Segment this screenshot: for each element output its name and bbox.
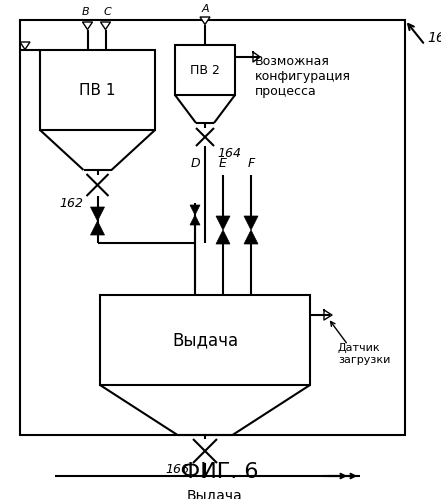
Polygon shape bbox=[90, 221, 105, 235]
Text: Выдача: Выдача bbox=[187, 488, 243, 499]
Text: ПВ 2: ПВ 2 bbox=[190, 63, 220, 76]
Bar bbox=[40, 50, 155, 130]
Polygon shape bbox=[190, 215, 200, 225]
Text: ФИГ. 6: ФИГ. 6 bbox=[181, 462, 259, 482]
Text: 160: 160 bbox=[427, 31, 441, 45]
Polygon shape bbox=[190, 205, 200, 215]
Text: ПВ 1: ПВ 1 bbox=[79, 82, 116, 97]
Text: Датчик
загрузки: Датчик загрузки bbox=[338, 343, 390, 365]
Text: F: F bbox=[247, 157, 254, 170]
Text: E: E bbox=[219, 157, 227, 170]
Text: 166: 166 bbox=[165, 463, 189, 476]
Bar bbox=[100, 295, 310, 385]
Text: A: A bbox=[201, 4, 209, 14]
Bar bbox=[175, 45, 235, 95]
Polygon shape bbox=[20, 42, 30, 49]
Text: B: B bbox=[82, 7, 90, 17]
Polygon shape bbox=[82, 22, 93, 29]
Polygon shape bbox=[244, 216, 258, 230]
Text: 162: 162 bbox=[60, 197, 83, 210]
Text: C: C bbox=[104, 7, 112, 17]
Bar bbox=[20, 20, 405, 435]
Polygon shape bbox=[90, 207, 105, 221]
Text: Выдача: Выдача bbox=[172, 331, 238, 349]
Polygon shape bbox=[216, 216, 230, 230]
Polygon shape bbox=[244, 230, 258, 244]
Text: Возможная
конфигурация
процесса: Возможная конфигурация процесса bbox=[255, 55, 351, 98]
Polygon shape bbox=[101, 22, 111, 29]
Polygon shape bbox=[200, 17, 210, 24]
Text: D: D bbox=[190, 157, 200, 170]
Polygon shape bbox=[216, 230, 230, 244]
Text: 164: 164 bbox=[217, 147, 241, 160]
